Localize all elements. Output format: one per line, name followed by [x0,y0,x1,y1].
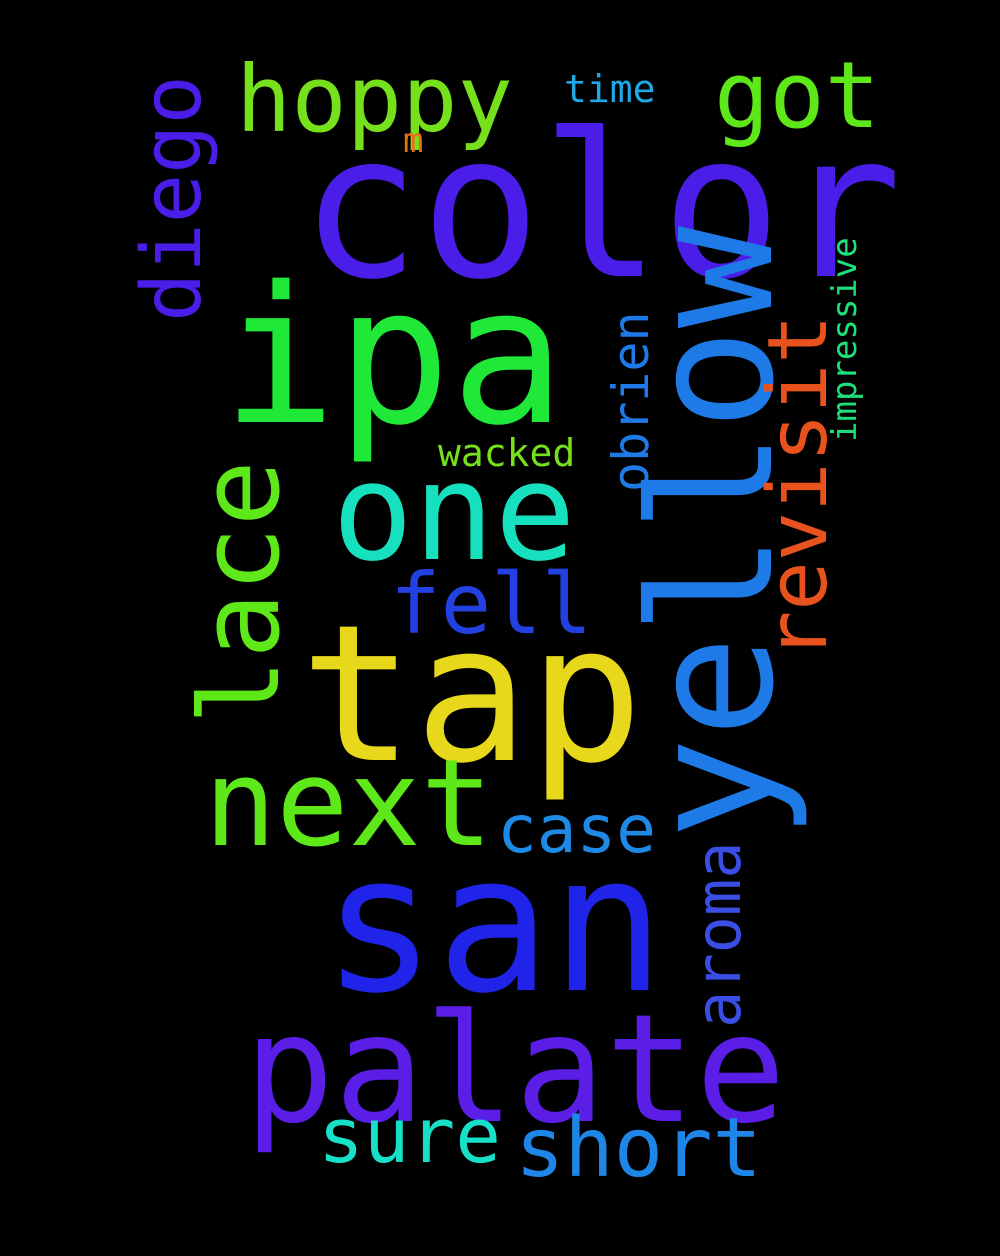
word-aroma: aroma [682,841,755,1028]
word-fell: fell [390,555,593,653]
word-lace: lace [176,460,304,725]
word-palate: palate [244,983,786,1157]
word-wacked: wacked [438,431,576,475]
word-time: time [564,67,656,111]
word-san: san [322,814,666,1035]
word-one: one [332,434,576,591]
word-obrien: obrien [602,311,660,492]
word-short: short [515,1101,762,1196]
word-color: color [300,91,903,324]
word-m: m [403,121,424,161]
word-hoppy: hoppy [236,46,513,153]
word-sure: sure [318,1091,502,1180]
word-diego: diego [125,75,220,322]
word-ipa: ipa [222,246,566,467]
word-next: next [204,735,493,874]
word-tap: tap [300,584,644,805]
word-case: case [497,791,656,868]
word-got: got [714,42,881,149]
word-impressive: impressive [825,237,865,442]
